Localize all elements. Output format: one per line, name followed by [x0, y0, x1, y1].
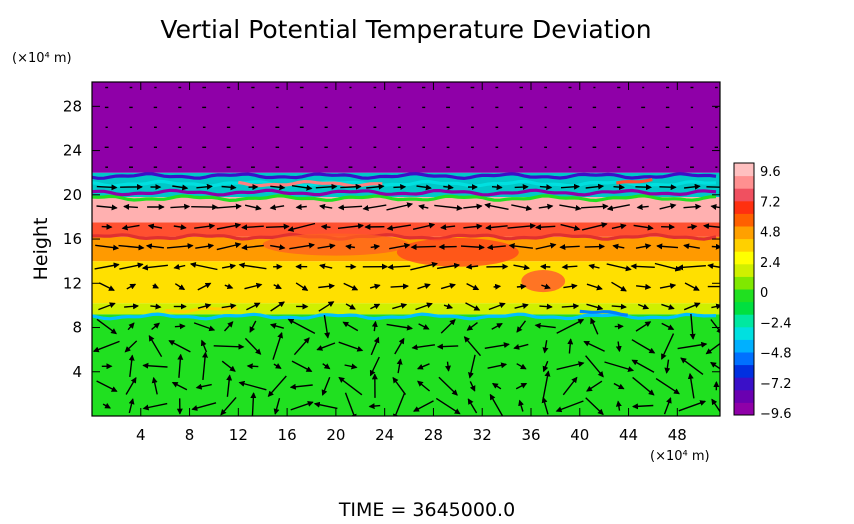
colorbar-swatch-18 [734, 176, 754, 189]
colorbar-swatch-2 [734, 377, 754, 390]
y-tick-label-1: 8 [72, 319, 82, 337]
colorbar-swatch-9 [734, 289, 754, 302]
vector-arrow-228 [585, 246, 604, 247]
colorbar-tick-label-8: −9.6 [760, 407, 792, 422]
vector-arrow-261 [124, 207, 138, 208]
colorbar-swatch-16 [734, 201, 754, 214]
x-tick-label-3: 16 [278, 426, 297, 444]
colorbar-tick-label-6: −4.8 [760, 347, 792, 362]
colorbar-tick-label-5: −2.4 [760, 316, 792, 331]
field-layer-0 [92, 314, 720, 416]
vector-arrow-221 [412, 246, 436, 247]
colorbar-swatch-13 [734, 239, 754, 252]
y-tick-label-2: 12 [63, 274, 82, 292]
y-tick-label-3: 16 [63, 230, 82, 248]
colorbar-tick-label-0: 9.6 [760, 165, 781, 180]
colorbar-swatch-5 [734, 339, 754, 352]
vector-arrow-58 [248, 366, 259, 367]
x-tick-label-9: 40 [570, 426, 589, 444]
colorbar-swatch-3 [734, 365, 754, 378]
colorbar-swatch-15 [734, 213, 754, 226]
vector-arrow-303 [515, 187, 528, 188]
x-tick-label-10: 44 [619, 426, 638, 444]
vector-arrow-268 [297, 207, 307, 208]
colorbar-swatch-17 [734, 188, 754, 201]
vector-arrow-243 [322, 227, 331, 228]
x-tick-label-6: 28 [424, 426, 443, 444]
vector-arrow-298 [393, 187, 405, 188]
vector-arrow-172 [494, 286, 501, 287]
colorbar-swatch-12 [734, 251, 754, 264]
vector-arrow-241 [266, 226, 289, 227]
colorbar-swatch-4 [734, 352, 754, 365]
vector-arrow-286 [97, 187, 117, 188]
colorbar-swatch-1 [734, 390, 754, 403]
plot-area [92, 82, 729, 419]
colorbar-tick-label-1: 7.2 [760, 195, 781, 210]
x-unit-label: (×10⁴ m) [650, 449, 710, 464]
vector-arrow-200 [541, 266, 550, 267]
vector-arrow-168 [391, 286, 408, 287]
y-axis-label: Height [30, 218, 52, 281]
vector-arrow-92 [438, 346, 458, 347]
vector-arrow-264 [191, 207, 217, 208]
vector-arrow-227 [560, 246, 579, 247]
colorbar: 9.6 7.2 4.8 2.4 0 −2.4 −4.8 −7.2 −9.6 [734, 163, 792, 422]
colorbar-tick-label-2: 4.8 [760, 226, 781, 241]
vector-arrow-311 [706, 187, 726, 188]
colorbar-swatch-19 [734, 163, 754, 176]
colorbar-swatch-8 [734, 302, 754, 315]
colorbar-swatch-14 [734, 226, 754, 239]
vector-arrow-304 [540, 187, 551, 188]
field-layer-7 [92, 82, 720, 173]
x-tick-label-7: 32 [473, 426, 492, 444]
time-label: TIME = 3645000.0 [338, 499, 515, 519]
field-layer-2 [92, 261, 720, 303]
colorbar-swatch-11 [734, 264, 754, 277]
colorbar-tick-label-3: 2.4 [760, 256, 781, 271]
y-tick-label-5: 24 [63, 142, 82, 160]
x-tick-label-5: 24 [375, 426, 394, 444]
vector-arrow-307 [614, 187, 625, 188]
x-tick-label-8: 36 [521, 426, 540, 444]
colorbar-swatch-0 [734, 402, 754, 415]
vector-arrow-201 [563, 266, 578, 267]
vector-arrow-173 [517, 286, 526, 287]
x-tick-label-0: 4 [136, 426, 146, 444]
y-tick-label-6: 28 [63, 97, 82, 115]
colorbar-swatch-7 [734, 314, 754, 327]
x-tick-label-4: 20 [326, 426, 345, 444]
x-tick-label-2: 12 [229, 426, 248, 444]
vector-arrow-309 [659, 187, 675, 188]
vector-arrow-148 [539, 306, 551, 307]
vector-arrow-308 [635, 187, 651, 188]
field-patch-2 [263, 234, 409, 256]
colorbar-swatch-10 [734, 276, 754, 289]
vector-arrow-234 [102, 227, 112, 228]
y-tick-label-4: 20 [63, 186, 82, 204]
vector-arrow-11 [370, 406, 381, 407]
chart-title: Vertial Potential Temperature Deviation [160, 15, 651, 44]
y-tick-label-0: 4 [72, 363, 82, 381]
x-tick-label-11: 48 [668, 426, 687, 444]
field-patch-0 [521, 270, 565, 292]
vector-arrow-302 [492, 187, 502, 188]
y-unit-label: (×10⁴ m) [12, 51, 72, 66]
colorbar-tick-label-7: −7.2 [760, 377, 792, 392]
field-patch-1 [397, 238, 519, 267]
colorbar-tick-label-4: 0 [760, 286, 768, 301]
x-tick-label-1: 8 [185, 426, 195, 444]
colorbar-swatch-6 [734, 327, 754, 340]
vector-arrow-107 [175, 326, 185, 327]
